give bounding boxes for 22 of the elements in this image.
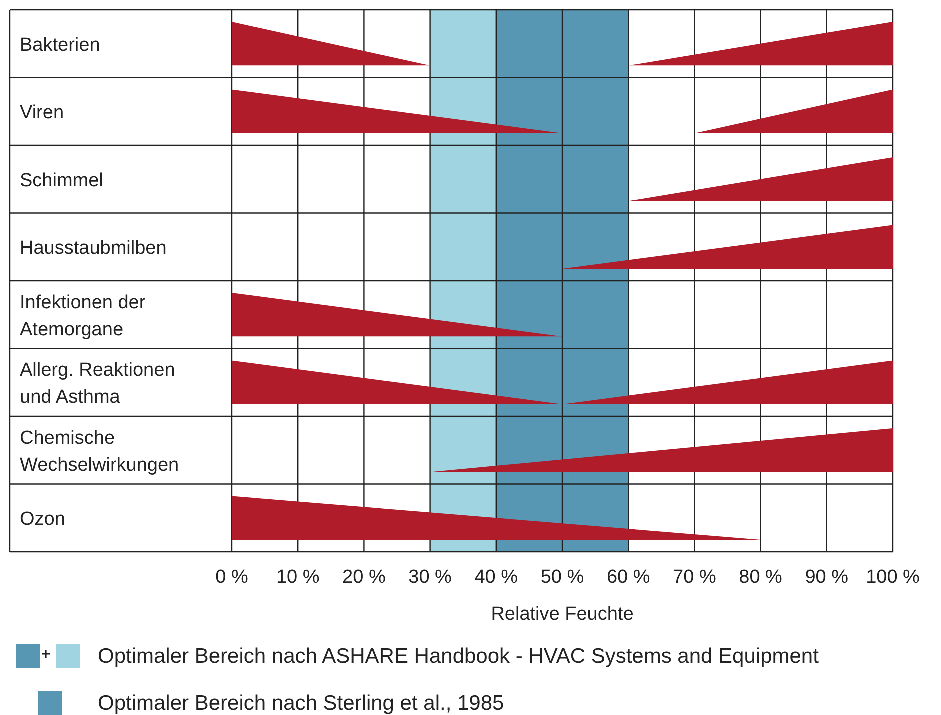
x-tick-label: 10 % — [276, 567, 320, 588]
x-tick-label: 30 % — [408, 567, 452, 588]
x-axis-title: Relative Feuchte — [491, 604, 634, 625]
y-tick-label: Schimmel — [20, 170, 104, 192]
x-tick-label: 90 % — [805, 567, 849, 588]
legend-label: Optimaler Bereich nach ASHARE Handbook - HVAC Systems and Equipment — [98, 645, 820, 668]
x-tick-label: 80 % — [739, 567, 783, 588]
x-tick-label: 50 % — [540, 567, 584, 588]
y-tick-label: Bakterien — [20, 34, 100, 56]
y-tick-label: Infektionen der Atemorgane — [20, 292, 146, 340]
y-tick-label: Viren — [20, 102, 64, 124]
x-tick-label: 60 % — [606, 567, 650, 588]
y-tick-label: Ozon — [20, 509, 66, 530]
y-tick-label: Hausstaubmilben — [20, 238, 167, 260]
x-tick-label: 100 % — [866, 567, 920, 588]
legend-label: Optimaler Bereich nach Sterling et al., 1985 — [98, 692, 504, 715]
x-tick-label: 20 % — [342, 567, 386, 588]
y-tick-label: Allerg. Reaktionen und Asthma — [20, 360, 176, 408]
x-tick-label: 70 % — [673, 567, 716, 588]
y-tick-label: Chemische Wechselwirkungen — [20, 428, 180, 476]
x-tick-label: 0 % — [216, 567, 248, 588]
x-tick-label: 40 % — [474, 567, 518, 588]
